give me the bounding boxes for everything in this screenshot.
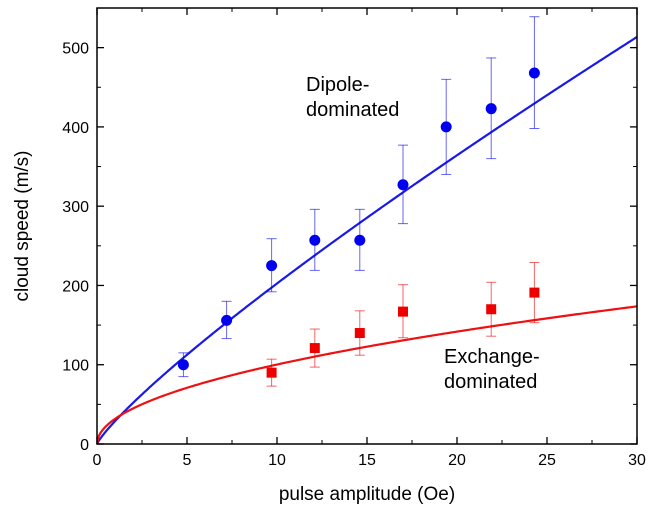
x-tick-label: 15 xyxy=(358,452,376,469)
data-point-square xyxy=(354,328,365,339)
exchange-annotation-line-2: dominated xyxy=(444,371,537,393)
data-point-circle xyxy=(440,121,452,133)
x-tick-label: 30 xyxy=(628,452,646,469)
data-point-circle xyxy=(177,359,189,371)
data-point-square xyxy=(486,304,497,315)
data-point-circle xyxy=(309,234,321,246)
data-point-circle xyxy=(266,260,278,272)
y-tick-label: 100 xyxy=(62,358,89,375)
data-point-circle xyxy=(221,314,233,326)
dipole-annotation: Dipole- dominated xyxy=(306,74,399,121)
y-axis-title: cloud speed (m/s) xyxy=(12,150,33,301)
y-tick-label: 300 xyxy=(62,199,89,216)
data-point-circle xyxy=(354,234,366,246)
y-tick-label: 0 xyxy=(80,437,89,454)
exchange-annotation: Exchange- dominated xyxy=(444,346,545,393)
x-axis-title: pulse amplitude (Oe) xyxy=(279,484,455,505)
fit-curves xyxy=(97,36,637,444)
x-tick-label: 0 xyxy=(93,452,102,469)
y-tick-label: 500 xyxy=(62,41,89,58)
fit-curve-series-2 xyxy=(97,305,637,444)
x-tick-label: 5 xyxy=(183,452,192,469)
y-tick-label: 400 xyxy=(62,120,89,137)
data-point-circle xyxy=(397,179,409,191)
y-tick-label: 200 xyxy=(62,278,89,295)
data-markers xyxy=(177,67,540,378)
data-point-square xyxy=(529,287,540,298)
fit-curve-series-1 xyxy=(97,36,637,444)
data-point-square xyxy=(266,367,277,378)
exchange-annotation-line-1: Exchange- xyxy=(444,346,540,368)
x-tick-label: 25 xyxy=(538,452,556,469)
x-tick-label: 10 xyxy=(268,452,286,469)
data-point-circle xyxy=(485,103,497,115)
dipole-annotation-line-2: dominated xyxy=(306,99,399,121)
data-point-square xyxy=(309,343,320,354)
x-tick-label: 20 xyxy=(448,452,466,469)
data-point-circle xyxy=(528,67,540,79)
dipole-annotation-line-1: Dipole- xyxy=(306,74,369,96)
data-point-square xyxy=(398,306,408,317)
